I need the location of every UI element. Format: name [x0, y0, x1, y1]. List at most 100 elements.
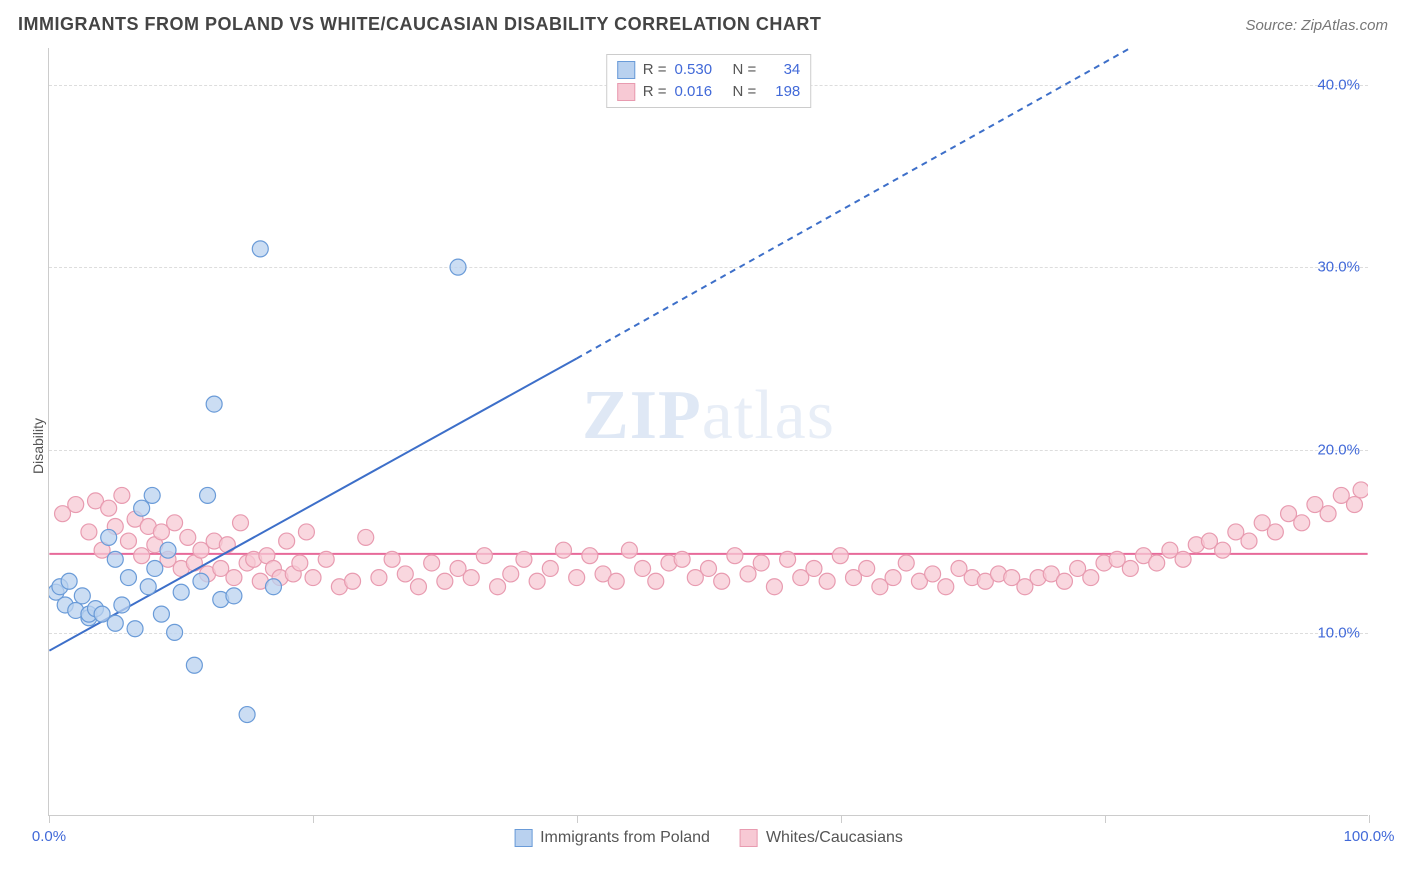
data-point — [938, 579, 954, 595]
data-point — [226, 570, 242, 586]
data-point — [898, 555, 914, 571]
data-point — [318, 551, 334, 567]
data-point — [200, 487, 216, 503]
data-point — [81, 524, 97, 540]
data-point — [114, 597, 130, 613]
data-point — [167, 515, 183, 531]
data-point — [193, 573, 209, 589]
data-point — [437, 573, 453, 589]
legend-n-value: 198 — [764, 81, 800, 103]
legend-n-label: N = — [733, 81, 757, 103]
chart-area: ZIPatlas R =0.530N =34R =0.016N =198 Imm… — [48, 48, 1368, 816]
data-point — [298, 524, 314, 540]
data-point — [806, 560, 822, 576]
legend-n-value: 34 — [764, 59, 800, 81]
data-point — [134, 548, 150, 564]
data-point — [1083, 570, 1099, 586]
data-point — [1149, 555, 1165, 571]
data-point — [239, 707, 255, 723]
chart-title: IMMIGRANTS FROM POLAND VS WHITE/CAUCASIA… — [18, 14, 821, 35]
data-point — [127, 621, 143, 637]
data-point — [233, 515, 249, 531]
data-point — [1175, 551, 1191, 567]
legend-r-value: 0.016 — [675, 81, 725, 103]
data-point — [147, 560, 163, 576]
data-point — [450, 259, 466, 275]
data-point — [107, 615, 123, 631]
legend-swatch — [740, 829, 758, 847]
data-point — [114, 487, 130, 503]
data-point — [885, 570, 901, 586]
legend-r-label: R = — [643, 59, 667, 81]
data-point — [265, 579, 281, 595]
legend-n-label: N = — [733, 59, 757, 81]
x-tick-label: 100.0% — [1344, 828, 1395, 845]
data-point — [410, 579, 426, 595]
data-point — [674, 551, 690, 567]
data-point — [120, 533, 136, 549]
data-point — [144, 487, 160, 503]
data-point — [476, 548, 492, 564]
data-point — [516, 551, 532, 567]
header: IMMIGRANTS FROM POLAND VS WHITE/CAUCASIA… — [18, 14, 1388, 35]
data-point — [463, 570, 479, 586]
bottom-legend-item: Whites/Caucasians — [740, 829, 903, 847]
data-point — [635, 560, 651, 576]
data-point — [424, 555, 440, 571]
legend-row: R = 0.016 N = 198 — [617, 81, 801, 103]
data-point — [740, 566, 756, 582]
legend-row: R = 0.530 N = 34 — [617, 59, 801, 81]
legend-r-label: R = — [643, 81, 667, 103]
bottom-legend: Immigrants from Poland Whites/Caucasians — [514, 829, 903, 847]
data-point — [701, 560, 717, 576]
data-point — [68, 497, 84, 513]
x-tick — [577, 815, 578, 823]
data-point — [1215, 542, 1231, 558]
y-axis-label: Disability — [30, 418, 46, 474]
data-point — [180, 529, 196, 545]
data-point — [358, 529, 374, 545]
data-point — [120, 570, 136, 586]
bottom-legend-item: Immigrants from Poland — [514, 829, 710, 847]
data-point — [1122, 560, 1138, 576]
x-tick — [49, 815, 50, 823]
data-point — [153, 606, 169, 622]
data-point — [727, 548, 743, 564]
data-point — [167, 624, 183, 640]
legend-label: Immigrants from Poland — [540, 829, 710, 847]
data-point — [1294, 515, 1310, 531]
legend-swatch — [617, 61, 635, 79]
data-point — [621, 542, 637, 558]
data-point — [780, 551, 796, 567]
data-point — [819, 573, 835, 589]
data-point — [555, 542, 571, 558]
data-point — [74, 588, 90, 604]
data-point — [160, 542, 176, 558]
data-point — [1353, 482, 1368, 498]
data-point — [503, 566, 519, 582]
legend-r-value: 0.530 — [675, 59, 725, 81]
legend-swatch — [617, 83, 635, 101]
data-point — [134, 500, 150, 516]
data-point — [608, 573, 624, 589]
legend-swatch — [514, 829, 532, 847]
data-point — [397, 566, 413, 582]
data-point — [714, 573, 730, 589]
data-point — [1346, 497, 1362, 513]
data-point — [1056, 573, 1072, 589]
data-point — [582, 548, 598, 564]
data-point — [226, 588, 242, 604]
x-tick — [313, 815, 314, 823]
data-point — [542, 560, 558, 576]
data-point — [648, 573, 664, 589]
data-point — [569, 570, 585, 586]
legend-label: Whites/Caucasians — [766, 829, 903, 847]
data-point — [140, 579, 156, 595]
x-tick — [841, 815, 842, 823]
x-tick — [1105, 815, 1106, 823]
data-point — [529, 573, 545, 589]
data-point — [279, 533, 295, 549]
data-point — [753, 555, 769, 571]
data-point — [766, 579, 782, 595]
data-point — [206, 396, 222, 412]
